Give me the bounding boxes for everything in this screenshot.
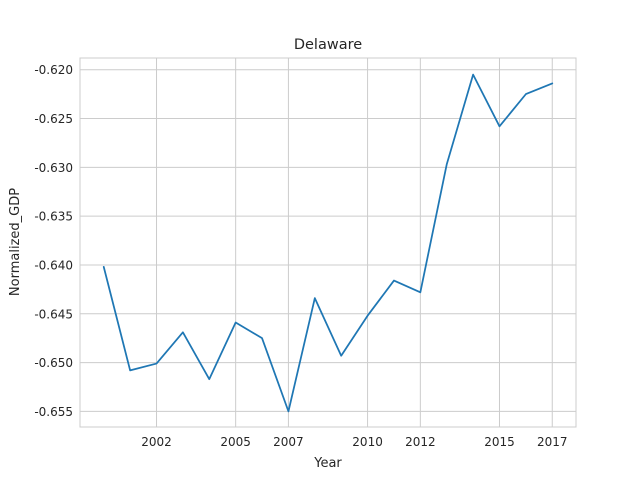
y-tick-label: -0.650 — [34, 356, 73, 370]
x-tick-label: 2012 — [405, 435, 436, 449]
y-tick-label: -0.625 — [34, 112, 73, 126]
y-tick-label: -0.620 — [34, 63, 73, 77]
chart-title: Delaware — [294, 37, 362, 53]
y-tick-label: -0.640 — [34, 258, 73, 272]
x-tick-label: 2017 — [537, 435, 568, 449]
series-group — [102, 73, 554, 413]
x-tick-label: 2002 — [141, 435, 172, 449]
x-tick-label: 2005 — [220, 435, 251, 449]
plot-area — [80, 58, 576, 427]
y-axis-label: Normalized_GDP — [8, 188, 23, 296]
y-gridlines — [80, 69, 576, 412]
x-axis-label: Year — [313, 456, 342, 471]
x-tick-label: 2010 — [352, 435, 383, 449]
y-tick-label: -0.635 — [34, 210, 73, 224]
plot-frame — [79, 57, 577, 428]
y-tick-label: -0.655 — [34, 405, 73, 419]
y-tick-label: -0.645 — [34, 307, 73, 321]
y-tick-label: -0.630 — [34, 161, 73, 175]
x-tick-label: 2007 — [273, 435, 304, 449]
x-tick-labels: 2002 2005 2007 2010 2012 2015 2017 — [141, 435, 567, 449]
y-tick-labels: -0.655 -0.650 -0.645 -0.640 -0.635 -0.630 -0.6… — [34, 63, 73, 419]
x-tick-label: 2015 — [484, 435, 515, 449]
x-gridlines — [156, 58, 553, 427]
series-line — [102, 73, 554, 413]
